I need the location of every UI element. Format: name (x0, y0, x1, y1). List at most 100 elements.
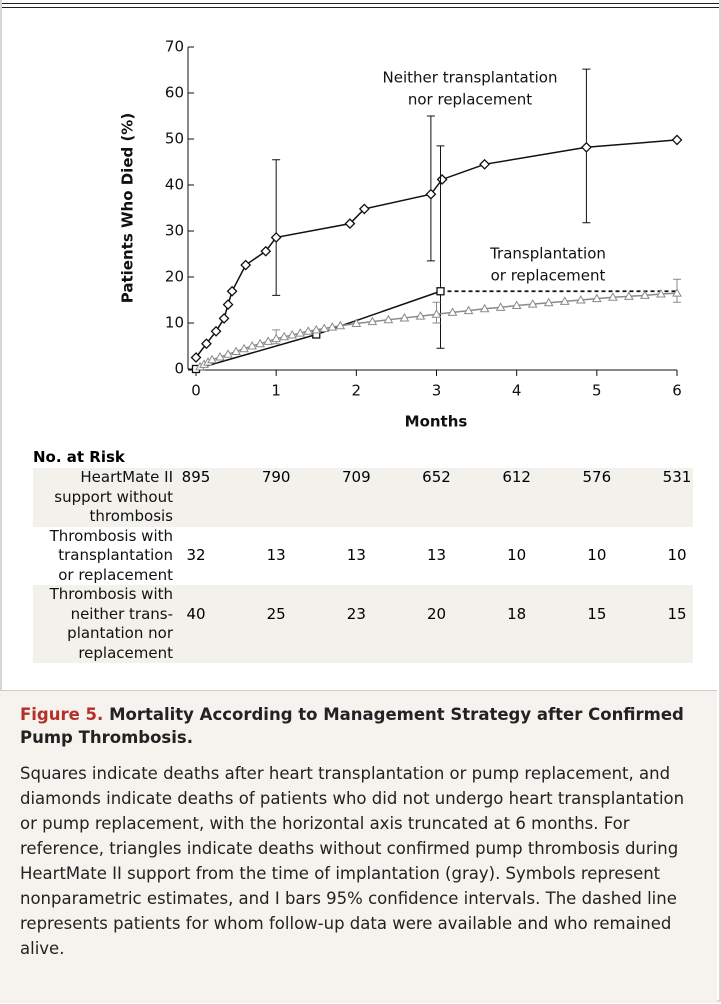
y-tick-label: 20 (165, 268, 184, 286)
risk-count: 13 (426, 546, 447, 564)
point (436, 287, 445, 296)
point (436, 174, 448, 185)
y-tick-label: 50 (165, 130, 184, 148)
risk-count: 709 (342, 468, 371, 486)
risk-count: 10 (507, 546, 527, 564)
point (223, 349, 233, 358)
y-tick-label: 60 (165, 84, 184, 102)
risk-count: 32 (186, 546, 206, 564)
y-tick-label: 10 (165, 314, 184, 332)
point (447, 307, 458, 316)
risk-count: 531 (662, 468, 692, 486)
y-tick-label: 70 (165, 38, 184, 56)
point (255, 338, 265, 348)
risk-count: 895 (181, 468, 211, 486)
risk-count: 612 (502, 468, 531, 486)
point (240, 259, 252, 271)
y-tick-label: 30 (165, 222, 184, 240)
risk-row: Thrombosis with neither trans-plantation … (33, 585, 693, 663)
annotation: Transplantation (489, 245, 606, 263)
x-tick-label: 5 (592, 382, 602, 400)
point (415, 311, 426, 320)
risk-count: 23 (346, 604, 366, 623)
point (210, 325, 222, 337)
risk-count: 40 (186, 604, 206, 623)
point (239, 343, 249, 353)
error-bar (426, 115, 435, 262)
point (511, 300, 522, 310)
point (279, 331, 290, 341)
caption-heading: Mortality According to Management Strate… (20, 705, 684, 747)
point (207, 354, 217, 364)
risk-count: 15 (587, 604, 607, 623)
point (231, 346, 241, 356)
risk-row-label: neither trans- (70, 604, 173, 623)
point (344, 218, 356, 230)
point (190, 352, 202, 363)
point (222, 299, 234, 311)
caption-text: Squares indicate deaths after heart tran… (20, 764, 685, 958)
risk-row: Thrombosis with transplantation or replace… (33, 527, 693, 586)
point (303, 326, 314, 335)
risk-count: 10 (667, 546, 687, 564)
risk-count: 20 (426, 604, 447, 623)
x-tick-label: 3 (432, 382, 442, 400)
risk-count: 25 (266, 604, 286, 623)
point (351, 318, 362, 327)
annotation: or replacement (491, 267, 606, 285)
point (624, 291, 634, 300)
chart: Patients Who Died (%) Months 01020304050… (119, 38, 683, 431)
risk-count: 13 (346, 546, 366, 564)
x-tick-label: 0 (191, 382, 201, 400)
point (399, 312, 410, 322)
risk-count: 10 (587, 546, 607, 564)
risk-row-label: Thrombosis with (49, 526, 173, 545)
point (591, 293, 602, 303)
x-tick-label: 2 (352, 382, 362, 400)
point (367, 316, 378, 326)
risk-row-label: transplantation (58, 546, 173, 564)
risk-row: HeartMate II support without thrombosis 895… (33, 468, 693, 527)
risk-row-label: HeartMate II (80, 468, 173, 486)
point (495, 302, 506, 311)
risk-count: 576 (582, 468, 612, 486)
x-axis-label: Months (405, 413, 468, 431)
point (358, 203, 370, 215)
point (247, 340, 257, 350)
x-tick-label: 4 (512, 382, 522, 400)
point (608, 292, 618, 301)
point (271, 333, 282, 343)
point (226, 285, 238, 297)
risk-row-label: thrombosis (89, 507, 173, 525)
point (335, 320, 346, 330)
x-tick-label: 1 (271, 382, 281, 400)
y-tick-label: 0 (174, 360, 184, 378)
point (479, 158, 491, 170)
point (311, 324, 322, 334)
point (640, 290, 650, 299)
risk-count: 13 (266, 546, 286, 564)
rule (0, 7, 721, 8)
point (260, 245, 272, 257)
point (319, 323, 330, 333)
point (263, 336, 274, 345)
risk-count: 652 (422, 468, 451, 486)
point (479, 303, 490, 313)
point (463, 305, 474, 315)
annotation: Neither transplantation (383, 69, 558, 87)
rule (0, 3, 721, 4)
error-bar (436, 145, 445, 349)
risk-count: 790 (261, 468, 291, 486)
risk-table: No. at Risk HeartMate II support without t… (33, 448, 693, 663)
point (431, 309, 442, 318)
point (295, 328, 306, 337)
point (580, 141, 592, 153)
series-line (195, 139, 678, 358)
point (575, 294, 586, 304)
point (672, 288, 682, 297)
point (383, 314, 394, 324)
annotation: nor replacement (408, 91, 532, 109)
risk-count: 15 (667, 604, 687, 623)
point (543, 297, 554, 307)
